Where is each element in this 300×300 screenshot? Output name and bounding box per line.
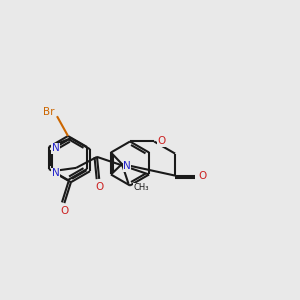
Text: O: O: [199, 171, 207, 181]
Text: N: N: [52, 143, 60, 153]
Text: N: N: [52, 168, 60, 178]
Text: CH₃: CH₃: [134, 183, 149, 192]
Text: O: O: [60, 206, 68, 216]
Text: O: O: [157, 136, 165, 146]
Text: O: O: [95, 182, 103, 192]
Text: Br: Br: [43, 107, 55, 117]
Text: N: N: [123, 161, 131, 171]
